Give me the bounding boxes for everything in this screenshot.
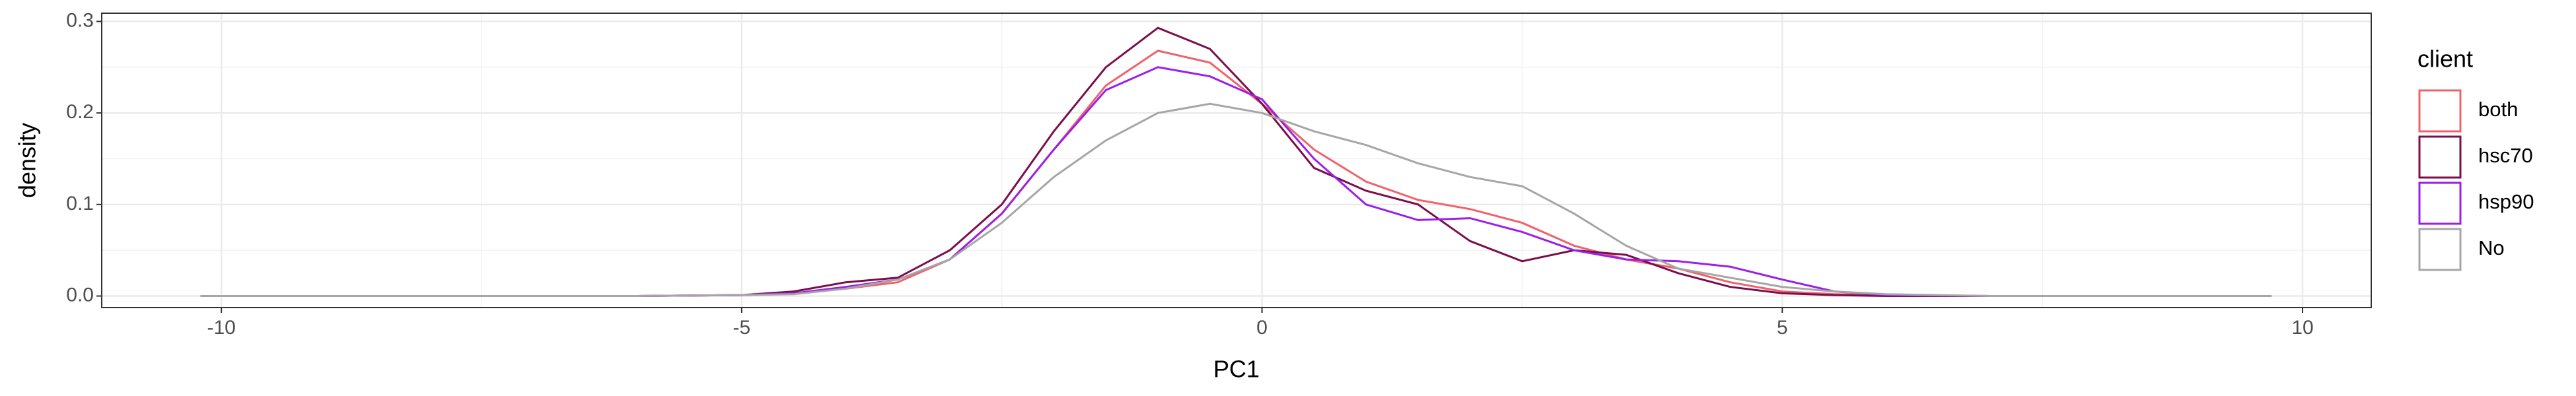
y-tick-label: 0.0 bbox=[66, 284, 94, 306]
x-tick-label: -5 bbox=[733, 317, 751, 339]
y-axis-label: density bbox=[14, 123, 41, 198]
x-axis-label: PC1 bbox=[1213, 356, 1260, 383]
grid bbox=[102, 13, 2371, 308]
legend-label: both bbox=[2478, 98, 2518, 121]
density-line bbox=[200, 66, 2272, 297]
legend-label: hsc70 bbox=[2478, 144, 2533, 167]
density-line bbox=[200, 102, 2272, 297]
density-line bbox=[200, 26, 2272, 297]
y-tick-label: 0.2 bbox=[66, 101, 94, 123]
legend-key bbox=[2418, 135, 2462, 179]
y-tick-label: 0.3 bbox=[66, 9, 94, 31]
legend-title: client bbox=[2417, 46, 2473, 73]
legend-key bbox=[2418, 228, 2462, 271]
panel-border bbox=[101, 13, 2372, 308]
legend-key bbox=[2418, 182, 2462, 225]
legend-label: No bbox=[2478, 236, 2505, 259]
density-line bbox=[200, 50, 2272, 297]
x-tick-label: 5 bbox=[1777, 317, 1788, 339]
y-tick-label: 0.1 bbox=[66, 193, 94, 214]
x-tick-label: 10 bbox=[2291, 317, 2313, 339]
x-tick-label: 0 bbox=[1256, 317, 1268, 339]
x-tick-label: -10 bbox=[207, 317, 235, 339]
legend-label: hsp90 bbox=[2478, 190, 2534, 213]
legend-key bbox=[2418, 89, 2462, 133]
